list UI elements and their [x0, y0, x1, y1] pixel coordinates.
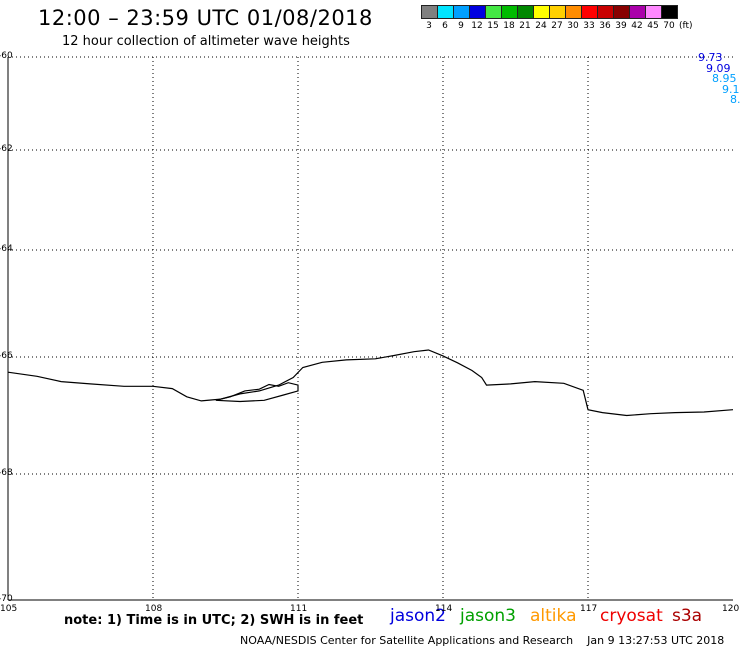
colorbar-label: 21 — [519, 21, 531, 31]
satellite-legend-jason2: jason2 — [390, 606, 446, 626]
colorbar-label: 12 — [471, 21, 483, 31]
credit-line: NOAA/NESDIS Center for Satellite Applica… — [240, 634, 724, 647]
satellite-legend-altika: altika — [530, 606, 577, 626]
timestamp: Jan 9 13:27:53 UTC 2018 — [587, 634, 725, 647]
colorbar-label: 18 — [503, 21, 515, 31]
swh-reading: 8.95 — [712, 72, 737, 85]
antarctic-coastline — [7, 349, 734, 417]
satellite-legend-jason3: jason3 — [460, 606, 516, 626]
longitude-tick-label: 120 — [722, 604, 740, 614]
latitude-tick-label: -68 — [0, 468, 13, 478]
colorbar-label: 45 — [647, 21, 659, 31]
latitude-tick-label: -60 — [0, 51, 13, 61]
colorbar-label: 70 — [663, 21, 675, 31]
colorbar-label: 30 — [567, 21, 579, 31]
page-title: 12:00 – 23:59 UTC 01/08/2018 — [38, 6, 373, 30]
colorbar-label: 36 — [599, 21, 611, 31]
colorbar-label: 42 — [631, 21, 643, 31]
footer-note: note: 1) Time is in UTC; 2) SWH is in fe… — [64, 613, 364, 628]
latitude-tick-label: -64 — [0, 244, 13, 254]
satellite-legend-cryosat: cryosat — [600, 606, 663, 626]
ice-shelf-outline — [215, 382, 299, 403]
colorbar-label: 3 — [426, 21, 432, 31]
swh-reading: 9.09 — [706, 62, 731, 75]
colorbar-labels: 3 6 9 12 15 18 21 24 27 30 33 36 39 42 45 70 (ft) — [421, 21, 693, 31]
credit-text: NOAA/NESDIS Center for Satellite Applica… — [240, 634, 574, 647]
longitude-tick-label: 117 — [580, 604, 598, 614]
swh-reading: 9.73 — [698, 51, 723, 64]
swh-reading: 8. — [730, 93, 740, 106]
longitude-tick-label: 111 — [290, 604, 308, 614]
latitude-tick-label: -62 — [0, 144, 13, 154]
longitude-tick-label: 108 — [145, 604, 163, 614]
colorbar-label: 9 — [458, 21, 464, 31]
page-subtitle: 12 hour collection of altimeter wave hei… — [62, 34, 350, 49]
colorbar-label: 27 — [551, 21, 563, 31]
latitude-tick-label: -70 — [0, 594, 13, 604]
colorbar-swatch — [661, 5, 678, 19]
colorbar-label: 39 — [615, 21, 627, 31]
colorbar-label: 33 — [583, 21, 595, 31]
latitude-tick-label: -66 — [0, 351, 13, 361]
wave-height-colorbar — [421, 5, 678, 19]
colorbar-unit: (ft) — [679, 21, 693, 31]
satellite-legend-s3a: s3a — [672, 606, 703, 626]
colorbar-label: 6 — [442, 21, 448, 31]
colorbar-label: 24 — [535, 21, 547, 31]
longitude-tick-label: 105 — [0, 604, 18, 614]
swh-reading: 9.17 — [722, 83, 740, 96]
longitude-tick-label: 114 — [435, 604, 453, 614]
colorbar-label: 15 — [487, 21, 499, 31]
